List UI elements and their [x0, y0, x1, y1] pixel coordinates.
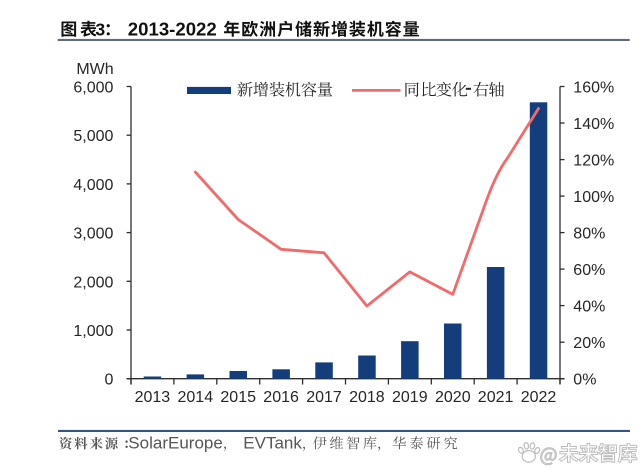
svg-text:40%: 40%: [573, 299, 605, 316]
svg-text:100%: 100%: [573, 189, 614, 206]
svg-text:20%: 20%: [573, 335, 605, 352]
svg-text:2021: 2021: [478, 389, 514, 406]
svg-text:MWh: MWh: [76, 61, 113, 78]
svg-text:120%: 120%: [573, 153, 614, 170]
svg-text:2019: 2019: [392, 389, 428, 406]
svg-text:4,000: 4,000: [73, 177, 113, 194]
svg-text:2,000: 2,000: [73, 274, 113, 291]
svg-text:2017: 2017: [306, 389, 342, 406]
svg-text:0: 0: [104, 372, 113, 389]
svg-text:2018: 2018: [349, 389, 385, 406]
svg-text:80%: 80%: [573, 226, 605, 243]
svg-text:6,000: 6,000: [73, 80, 113, 97]
svg-text:3: 3: [95, 20, 105, 40]
svg-text:2013: 2013: [135, 389, 171, 406]
svg-text:2015: 2015: [220, 389, 256, 406]
svg-text:1,000: 1,000: [73, 323, 113, 340]
svg-text:0%: 0%: [573, 372, 596, 389]
svg-text:3,000: 3,000: [73, 226, 113, 243]
svg-text:2022: 2022: [521, 389, 557, 406]
svg-text:60%: 60%: [573, 262, 605, 279]
svg-text:140%: 140%: [573, 116, 614, 133]
svg-text:SolarEurope: SolarEurope: [128, 434, 223, 453]
svg-text:2013-2022: 2013-2022: [128, 19, 217, 40]
svg-text:EVTank: EVTank: [243, 434, 302, 453]
svg-text:2020: 2020: [435, 389, 471, 406]
svg-text:2014: 2014: [178, 389, 214, 406]
svg-text:160%: 160%: [573, 80, 614, 97]
svg-text:5,000: 5,000: [73, 128, 113, 145]
svg-text:2016: 2016: [263, 389, 299, 406]
